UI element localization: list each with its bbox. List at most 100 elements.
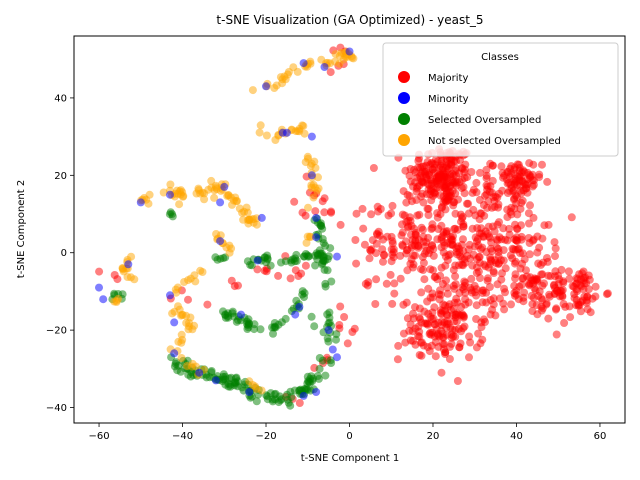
majority-point <box>437 368 446 377</box>
majority-point <box>474 329 483 338</box>
selected-oversampled-point <box>318 235 327 243</box>
majority-point <box>487 203 496 212</box>
majority-point <box>514 295 523 304</box>
majority-point <box>428 220 437 229</box>
y-tick-label: 20 <box>54 171 67 182</box>
majority-point <box>479 315 488 324</box>
majority-point <box>437 326 446 335</box>
majority-point <box>458 214 466 223</box>
minority-point <box>328 345 337 354</box>
majority-point <box>234 281 242 290</box>
majority-point <box>295 399 304 407</box>
majority-point <box>426 265 435 274</box>
majority-point <box>427 196 436 205</box>
majority-point <box>301 211 310 220</box>
majority-point <box>465 332 474 341</box>
majority-point <box>551 252 559 261</box>
not-selected-oversampled-point <box>185 319 193 327</box>
legend: Classes Majority Minority Selected Oversam… <box>382 42 619 157</box>
y-axis-label: t-SNE Component 2 <box>16 180 27 278</box>
majority-point <box>573 287 582 296</box>
majority-point <box>480 260 489 269</box>
majority-point <box>446 323 455 332</box>
majority-point <box>494 248 503 257</box>
not-selected-oversampled-point <box>182 311 191 320</box>
majority-point <box>366 246 375 254</box>
selected-oversampled-point <box>303 379 312 388</box>
selected-oversampled-point <box>292 296 301 305</box>
majority-point <box>472 178 481 187</box>
majority-point <box>350 324 359 333</box>
majority-point <box>409 251 418 260</box>
majority-point <box>473 234 482 243</box>
majority-point <box>538 234 547 243</box>
not-selected-oversampled-point <box>240 207 249 216</box>
not-selected-oversampled-point <box>262 131 271 140</box>
majority-point <box>445 342 454 351</box>
majority-point <box>512 224 521 233</box>
majority-point <box>465 353 473 362</box>
majority-point <box>477 209 486 218</box>
majority-point <box>406 320 415 329</box>
majority-point <box>414 332 423 340</box>
minority-point <box>307 171 316 180</box>
majority-point <box>410 165 418 174</box>
points-layer <box>95 43 612 410</box>
minority-point <box>166 291 174 300</box>
majority-point <box>591 282 600 291</box>
majority-point <box>459 247 468 256</box>
not-selected-oversampled-point <box>255 128 264 137</box>
majority-point <box>420 307 429 316</box>
minority-point <box>170 349 179 358</box>
not-selected-oversampled-point <box>299 122 308 130</box>
selected-oversampled-point <box>298 287 307 296</box>
selected-oversampled-point <box>321 371 330 380</box>
selected-oversampled-point <box>321 279 330 288</box>
majority-point <box>455 343 464 352</box>
majority-point <box>460 281 469 290</box>
not-selected-oversampled-point <box>291 127 300 136</box>
majority-point <box>301 261 310 270</box>
majority-point <box>384 211 393 220</box>
majority-point <box>450 298 459 307</box>
majority-point <box>505 224 513 233</box>
majority-point <box>512 199 521 208</box>
majority-point <box>437 263 446 272</box>
selected-oversampled-point <box>314 374 323 383</box>
majority-point <box>494 260 503 268</box>
majority-point <box>501 264 510 273</box>
not-selected-oversampled-point <box>112 298 121 306</box>
majority-point <box>423 158 432 166</box>
majority-point <box>581 273 590 282</box>
majority-point <box>439 300 448 309</box>
majority-point <box>390 279 399 288</box>
majority-point <box>442 276 450 285</box>
majority-point <box>397 231 406 240</box>
not-selected-oversampled-point <box>307 159 316 168</box>
majority-point <box>110 271 119 279</box>
majority-point <box>415 236 423 244</box>
majority-point <box>394 341 403 350</box>
majority-point <box>472 301 481 310</box>
not-selected-oversampled-point <box>200 195 209 204</box>
majority-point <box>525 239 534 247</box>
selected-oversampled-point <box>317 249 326 258</box>
majority-point <box>184 295 192 304</box>
majority-point <box>352 259 361 268</box>
majority-point <box>429 251 438 260</box>
legend-marker <box>398 71 410 83</box>
majority-point <box>454 261 463 270</box>
majority-point <box>418 253 427 261</box>
majority-point <box>500 284 509 293</box>
majority-point <box>540 279 548 288</box>
majority-point <box>417 223 426 232</box>
y-tick-label: −40 <box>46 403 67 414</box>
majority-point <box>440 173 448 182</box>
majority-point <box>544 314 553 323</box>
majority-point <box>351 236 360 244</box>
majority-point <box>528 307 537 316</box>
selected-oversampled-point <box>263 395 272 404</box>
minority-point <box>291 310 300 319</box>
not-selected-oversampled-point <box>180 278 189 286</box>
majority-point <box>320 194 329 203</box>
